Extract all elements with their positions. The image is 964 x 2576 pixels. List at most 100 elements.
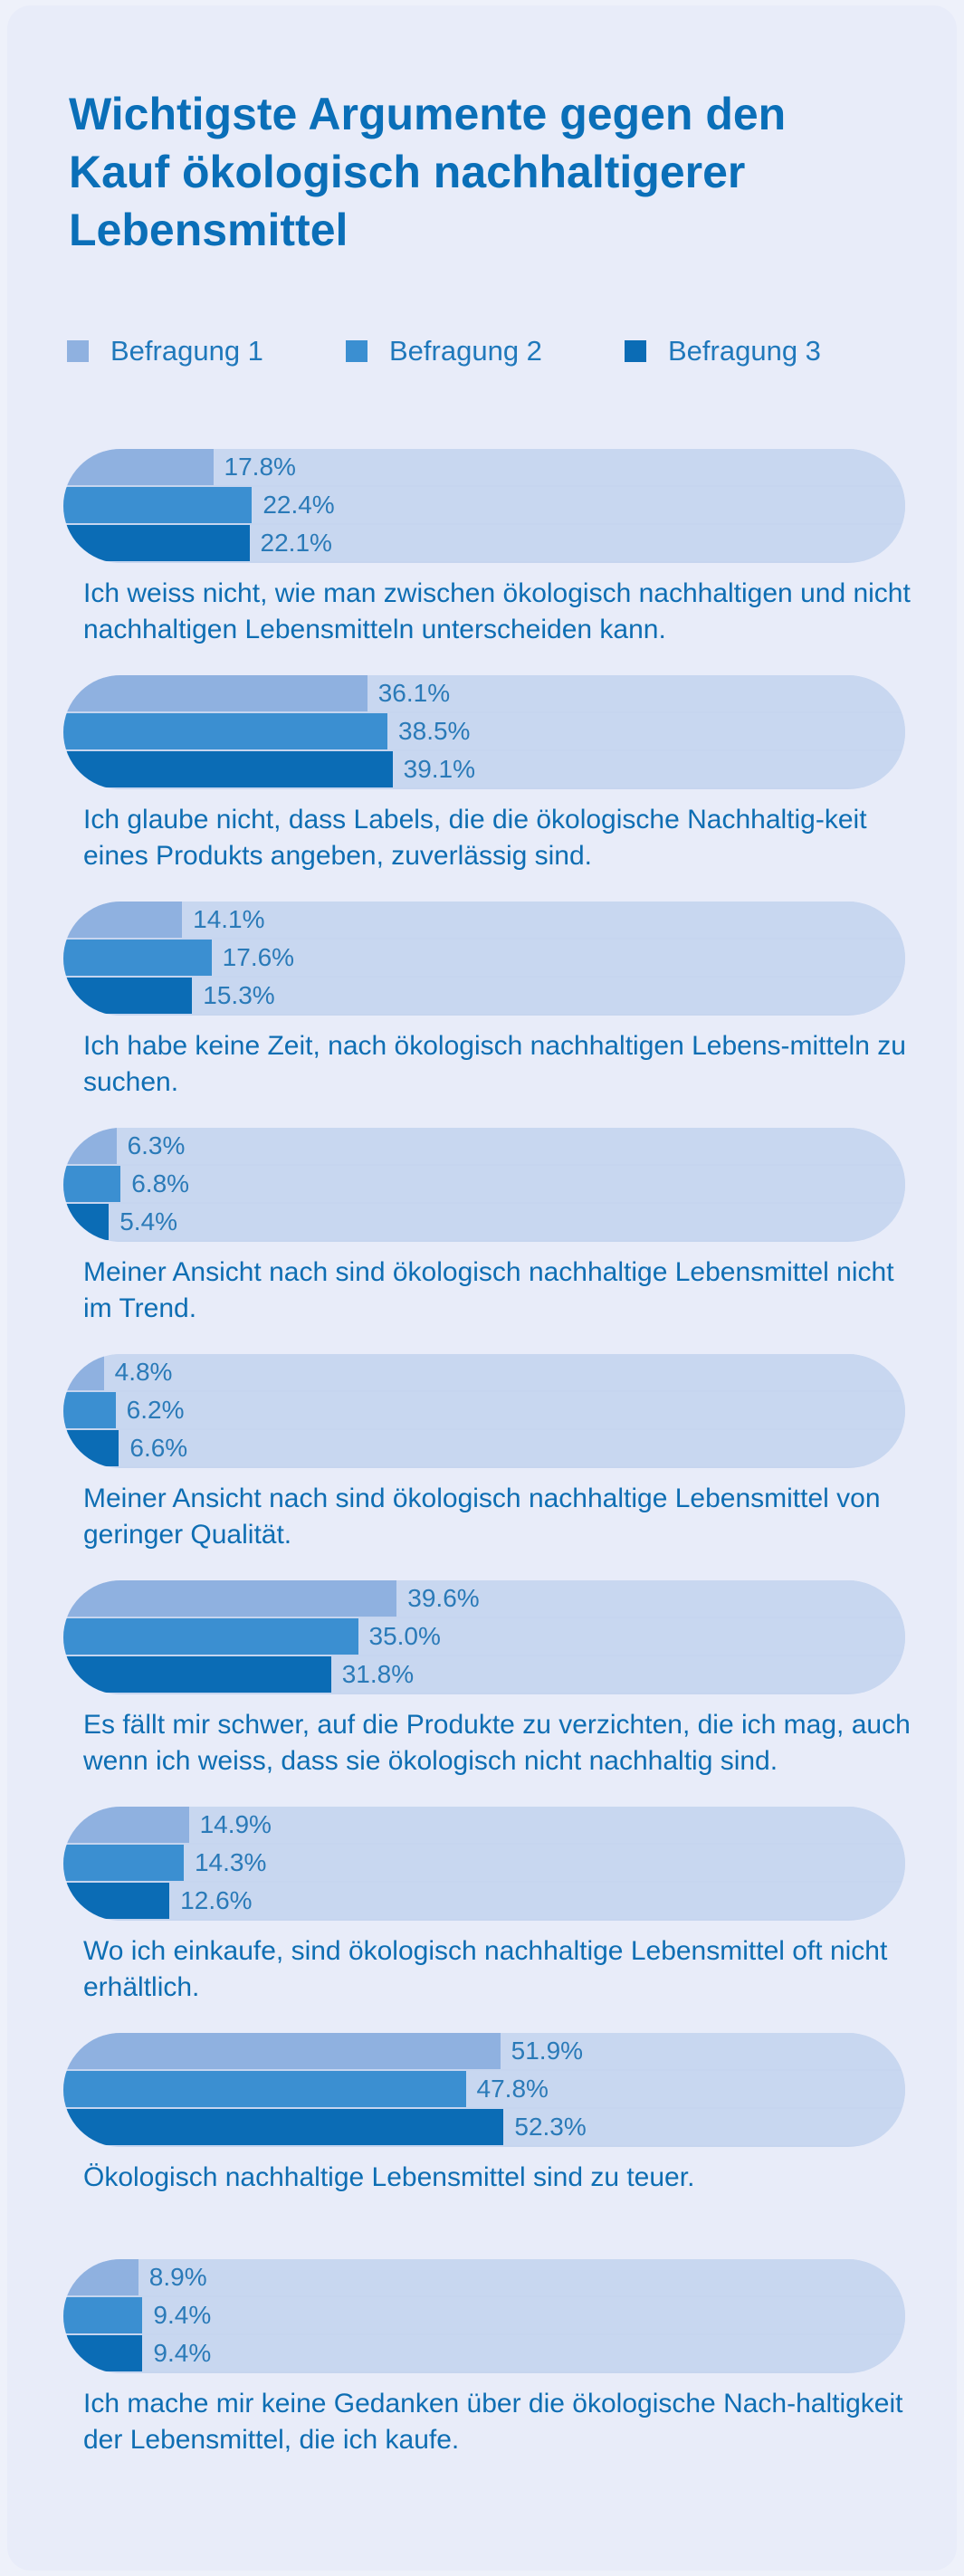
bar bbox=[63, 1883, 170, 1919]
bar-track bbox=[63, 1845, 905, 1881]
bar-track bbox=[63, 1128, 905, 1164]
bar-track bbox=[63, 1204, 905, 1240]
bar-group: 14.9% 14.3% 12.6% bbox=[63, 1807, 905, 1921]
data-label: 17.8% bbox=[224, 453, 296, 481]
bar bbox=[63, 902, 183, 938]
data-label: 31.8% bbox=[341, 1660, 415, 1688]
bar-track bbox=[63, 1166, 905, 1202]
bar-track bbox=[63, 1807, 905, 1843]
bar-track bbox=[63, 1883, 905, 1919]
legend-item-1: Befragung 1 bbox=[67, 335, 346, 367]
bar bbox=[63, 2109, 504, 2145]
data-label: 39.6% bbox=[407, 1584, 480, 1612]
bar bbox=[63, 1392, 116, 1428]
bar-track bbox=[63, 902, 905, 938]
data-label: 14.3% bbox=[194, 1848, 267, 1876]
data-label: 14.9% bbox=[199, 1810, 272, 1838]
bar-track bbox=[63, 2297, 905, 2333]
data-label: 8.9% bbox=[148, 2263, 207, 2291]
bar bbox=[63, 1128, 117, 1164]
data-label: 22.1% bbox=[260, 529, 332, 557]
data-label: 39.1% bbox=[403, 755, 476, 783]
chart-row: 17.8% 22.4% 22.1% Ich weiss nicht, wie man … bbox=[63, 449, 911, 648]
bar bbox=[63, 2335, 143, 2371]
data-label: 52.3% bbox=[514, 2113, 587, 2141]
data-label: 47.8% bbox=[476, 2075, 549, 2103]
data-label: 17.6% bbox=[222, 943, 295, 971]
category-label: Ich mache mir keine Gedanken über die ök… bbox=[83, 2389, 903, 2455]
category-label: Ich glaube nicht, dass Labels, die die ö… bbox=[83, 805, 867, 871]
bar bbox=[63, 940, 212, 976]
data-label: 38.5% bbox=[398, 717, 471, 745]
category-label: Meiner Ansicht nach sind ökologisch nach… bbox=[83, 1484, 881, 1550]
chart-card: Wichtigste Argumente gegen den Kauf ökol… bbox=[7, 5, 957, 2571]
bar-group: 36.1% 38.5% 39.1% bbox=[63, 675, 905, 789]
bar-group: 6.3% 6.8% 5.4% bbox=[63, 1128, 905, 1242]
chart-row: 8.9% 9.4% 9.4% Ich mache mir keine Gedanken… bbox=[63, 2259, 905, 2458]
chart-legend: Befragung 1 Befragung 2 Befragung 3 bbox=[67, 333, 903, 369]
bar-track bbox=[63, 1430, 905, 1466]
bar-group: 8.9% 9.4% 9.4% bbox=[63, 2259, 905, 2373]
category-label: Ökologisch nachhaltige Lebensmittel sind… bbox=[83, 2162, 695, 2192]
chart-row: 4.8% 6.2% 6.6% Meiner Ansicht nach sind öko… bbox=[63, 1354, 905, 1553]
data-label: 36.1% bbox=[377, 679, 451, 707]
chart-row: 51.9% 47.8% 52.3% Ökologisch nachhaltige Le… bbox=[63, 2033, 905, 2196]
bar bbox=[63, 1204, 110, 1240]
legend-swatch bbox=[67, 340, 89, 362]
bar bbox=[63, 1807, 189, 1843]
bar-track bbox=[63, 2259, 905, 2295]
bar bbox=[63, 2033, 501, 2069]
bar-group: 51.9% 47.8% 52.3% bbox=[63, 2033, 905, 2147]
chart-row: 6.3% 6.8% 5.4% Meiner Ansicht nach sind öko… bbox=[63, 1128, 905, 1327]
data-label: 12.6% bbox=[180, 1886, 253, 1914]
data-label: 6.2% bbox=[126, 1396, 185, 1424]
category-label: Meiner Ansicht nach sind ökologisch nach… bbox=[83, 1257, 894, 1323]
bar-track bbox=[63, 1354, 905, 1390]
bar bbox=[63, 1354, 104, 1390]
data-label: 4.8% bbox=[114, 1358, 173, 1386]
bar bbox=[63, 751, 393, 787]
bar bbox=[63, 2297, 143, 2333]
data-label: 9.4% bbox=[153, 2301, 212, 2329]
bar-track bbox=[63, 2335, 905, 2371]
category-label: Ich weiss nicht, wie man zwischen ökolog… bbox=[83, 578, 911, 644]
bar-group: 4.8% 6.2% 6.6% bbox=[63, 1354, 905, 1468]
legend-label: Befragung 2 bbox=[389, 335, 542, 367]
legend-swatch bbox=[625, 340, 646, 362]
legend-item-3: Befragung 3 bbox=[625, 335, 903, 367]
bar bbox=[63, 525, 250, 561]
legend-item-2: Befragung 2 bbox=[346, 335, 625, 367]
data-label: 6.8% bbox=[131, 1169, 190, 1197]
chart-row: 14.9% 14.3% 12.6% Wo ich einkaufe, sind öko… bbox=[63, 1807, 905, 2006]
bar bbox=[63, 449, 214, 485]
data-label: 9.4% bbox=[153, 2339, 212, 2367]
data-label: 6.6% bbox=[129, 1434, 188, 1462]
data-label: 22.4% bbox=[262, 491, 335, 519]
bar bbox=[63, 1656, 331, 1693]
data-label: 14.1% bbox=[193, 905, 265, 933]
legend-label: Befragung 3 bbox=[668, 335, 821, 367]
bar bbox=[63, 713, 388, 749]
bar-track bbox=[63, 1392, 905, 1428]
category-label: Ich habe keine Zeit, nach ökologisch nac… bbox=[83, 1031, 906, 1097]
bar bbox=[63, 1845, 184, 1881]
category-label: Es fällt mir schwer, auf die Produkte zu… bbox=[83, 1710, 911, 1776]
bar-group: 39.6% 35.0% 31.8% bbox=[63, 1580, 905, 1694]
legend-label: Befragung 1 bbox=[110, 335, 263, 367]
legend-swatch bbox=[346, 340, 367, 362]
data-label: 5.4% bbox=[119, 1207, 178, 1236]
chart-row: 39.6% 35.0% 31.8% Es fällt mir schwer, auf … bbox=[63, 1580, 911, 1779]
bar bbox=[63, 1166, 121, 1202]
bar-group: 17.8% 22.4% 22.1% bbox=[63, 449, 905, 563]
data-label: 15.3% bbox=[203, 981, 275, 1009]
bar bbox=[63, 978, 193, 1014]
bar-group: 14.1% 17.6% 15.3% bbox=[63, 902, 905, 1016]
bar bbox=[63, 675, 367, 711]
data-label: 35.0% bbox=[368, 1622, 441, 1650]
chart-title: Wichtigste Argumente gegen den Kauf ökol… bbox=[69, 89, 787, 255]
category-label: Wo ich einkaufe, sind ökologisch nachhal… bbox=[83, 1936, 888, 2002]
chart-row: 36.1% 38.5% 39.1% Ich glaube nicht, dass La… bbox=[63, 675, 905, 874]
bar bbox=[63, 1430, 119, 1466]
data-label: 6.3% bbox=[127, 1131, 186, 1159]
data-label: 51.9% bbox=[511, 2037, 584, 2065]
